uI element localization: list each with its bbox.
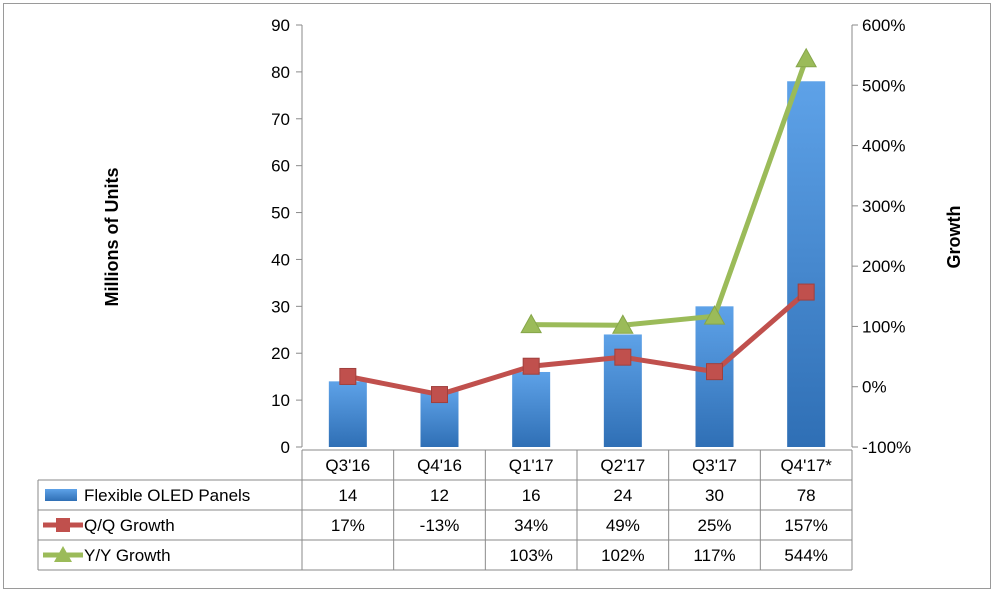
bar — [512, 371, 551, 447]
data-cell-label: 17% — [331, 516, 365, 535]
bar — [787, 81, 826, 448]
point-marker-triangle — [611, 314, 634, 334]
y2-tick-label: 200% — [862, 257, 905, 276]
y2-tick-label: 600% — [862, 16, 905, 35]
y2-tick-label: 400% — [862, 137, 905, 156]
point-marker-square — [706, 363, 723, 381]
data-cell-label: 34% — [514, 516, 548, 535]
y-tick-label: 50 — [271, 204, 290, 223]
data-cell-label: 24 — [613, 486, 632, 505]
y2-tick-label: 500% — [862, 76, 905, 95]
data-cell-label: 103% — [509, 546, 552, 565]
legend-key-bar — [45, 489, 77, 501]
data-cell-label: 16 — [522, 486, 541, 505]
data-cell-label: 14 — [338, 486, 357, 505]
point-marker-square — [339, 367, 357, 385]
point-marker-square — [614, 348, 632, 366]
legend-label: Flexible OLED Panels — [84, 486, 250, 505]
point-marker-triangle — [795, 47, 818, 68]
point-marker-triangle — [520, 313, 543, 334]
y-tick-label: 10 — [271, 391, 290, 410]
legend-key-marker-triangle — [54, 546, 72, 562]
y-tick-label: 60 — [271, 157, 290, 176]
x-tick-label: Q1'17 — [509, 456, 554, 475]
series-line-3 — [531, 57, 809, 328]
data-cell-label: 544% — [784, 546, 827, 565]
y2-tick-label: 300% — [862, 197, 905, 216]
y-axis-title: Millions of Units — [102, 168, 122, 307]
legend-label: Q/Q Growth — [84, 516, 175, 535]
x-tick-label: Q4'17* — [780, 456, 832, 475]
data-cell-label: -13% — [420, 516, 460, 535]
data-cell-label: 30 — [705, 486, 724, 505]
x-tick-label: Q2'17 — [600, 456, 645, 475]
y-tick-label: 40 — [271, 250, 290, 269]
y2-tick-label: 0% — [862, 378, 887, 397]
y-tick-label: 30 — [271, 297, 290, 316]
point-marker-triangle — [703, 305, 726, 325]
y-tick-label: 0 — [281, 438, 290, 457]
y-tick-label: 90 — [271, 16, 290, 35]
y-tick-label: 70 — [271, 110, 290, 129]
legend-label: Y/Y Growth — [84, 546, 171, 565]
data-cell-label: 12 — [430, 486, 449, 505]
x-tick-label: Q3'16 — [325, 456, 370, 475]
data-cell-label: 78 — [797, 486, 816, 505]
data-cell-label: 117% — [693, 546, 735, 565]
chart-frame — [3, 3, 991, 589]
y2-tick-label: 100% — [862, 317, 905, 336]
point-marker-square — [431, 386, 448, 404]
data-cell-label: 157% — [784, 516, 827, 535]
point-marker-square — [797, 283, 815, 301]
y2-tick-label: -100% — [862, 438, 911, 457]
y-tick-label: 20 — [271, 344, 290, 363]
point-marker-square — [522, 357, 540, 375]
bar — [328, 381, 367, 447]
data-cell-label: 49% — [606, 516, 640, 535]
x-tick-label: Q4'16 — [417, 456, 462, 475]
y2-axis-title: Growth — [944, 206, 964, 269]
data-cell-label: 102% — [601, 546, 644, 565]
x-tick-label: Q3'17 — [692, 456, 737, 475]
y-tick-label: 80 — [271, 63, 290, 82]
series-line-2 — [347, 290, 808, 398]
data-cell-label: 25% — [697, 516, 731, 535]
legend-key-marker-square — [56, 518, 70, 532]
